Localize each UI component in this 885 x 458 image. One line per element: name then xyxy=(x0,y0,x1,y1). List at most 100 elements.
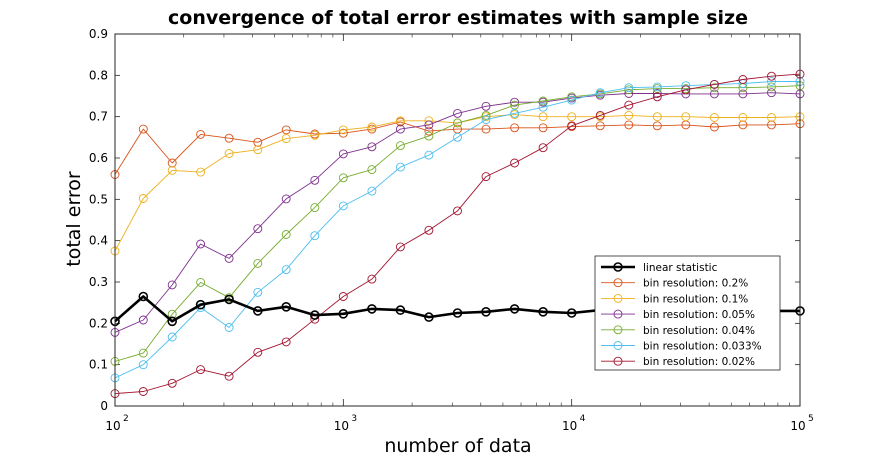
chart-title: convergence of total error estimates wit… xyxy=(168,7,748,29)
series-line xyxy=(114,73,801,395)
data-point xyxy=(167,316,177,327)
data-point xyxy=(138,360,148,370)
data-point xyxy=(767,120,776,130)
data-point xyxy=(509,304,520,314)
data-point xyxy=(738,89,748,99)
data-point xyxy=(567,95,577,105)
data-point xyxy=(538,123,548,133)
data-point xyxy=(224,294,234,305)
data-point xyxy=(281,337,291,347)
data-point xyxy=(538,306,548,317)
legend-item-2: bin resolution: 0.1% xyxy=(601,293,748,305)
data-point xyxy=(253,347,263,357)
legend-marker xyxy=(613,278,623,288)
data-point xyxy=(538,143,548,153)
x-tick-exponent: 3 xyxy=(351,414,357,424)
data-point xyxy=(138,387,148,396)
plot-area: 00.10.20.30.40.50.60.70.80.910 2 10 3 10 4 10 5 xyxy=(89,27,814,433)
data-point xyxy=(595,88,605,98)
data-point xyxy=(738,120,748,130)
legend-label: bin resolution: 0.1% xyxy=(643,293,748,305)
data-point xyxy=(367,142,377,152)
data-point xyxy=(167,332,177,342)
y-tick-label: 0.7 xyxy=(89,110,108,124)
data-point xyxy=(367,186,377,196)
data-point xyxy=(196,129,206,139)
y-tick-label: 0.8 xyxy=(89,68,108,82)
series-line xyxy=(114,85,801,362)
data-point xyxy=(624,100,634,110)
data-point xyxy=(395,162,405,172)
data-point xyxy=(424,225,434,235)
data-point xyxy=(709,113,719,122)
data-point xyxy=(453,118,462,128)
data-point xyxy=(310,203,320,213)
data-point xyxy=(281,230,291,239)
data-point xyxy=(367,274,377,284)
data-point xyxy=(624,120,634,130)
legend-label: bin resolution: 0.05% xyxy=(643,309,755,321)
legend-label: bin resolution: 0.04% xyxy=(643,325,755,337)
data-point xyxy=(652,82,662,92)
legend-label: bin resolution: 0.033% xyxy=(643,341,762,353)
data-point xyxy=(481,306,491,317)
data-point xyxy=(738,75,748,84)
data-point xyxy=(452,308,463,318)
legend-item-4: bin resolution: 0.04% xyxy=(601,325,755,337)
data-point xyxy=(167,158,177,168)
legend-item-1: bin resolution: 0.2% xyxy=(601,278,748,290)
series-line xyxy=(114,121,801,175)
data-point xyxy=(338,173,348,183)
data-point xyxy=(338,125,348,135)
data-point xyxy=(652,112,662,122)
data-point xyxy=(538,102,548,112)
data-point xyxy=(624,110,634,120)
data-point xyxy=(595,110,605,120)
x-tick-label: 10 xyxy=(562,419,577,433)
data-point xyxy=(281,265,291,275)
x-tick-exponent: 2 xyxy=(123,414,129,424)
data-point xyxy=(281,134,291,144)
data-point xyxy=(424,120,434,130)
data-point xyxy=(624,85,634,95)
data-point xyxy=(138,348,148,358)
data-point xyxy=(252,306,263,316)
data-point xyxy=(709,122,719,132)
legend-marker xyxy=(613,325,623,335)
x-tick-label: 10 xyxy=(334,419,349,433)
data-point xyxy=(338,128,348,138)
data-point xyxy=(424,131,434,141)
data-point xyxy=(709,79,719,89)
legend-marker xyxy=(613,293,623,303)
data-point xyxy=(253,258,263,268)
data-point xyxy=(709,89,719,99)
data-point xyxy=(567,92,577,102)
data-point xyxy=(281,301,292,312)
legend-box xyxy=(594,255,781,371)
legend-item-5: bin resolution: 0.033% xyxy=(601,341,762,353)
data-point xyxy=(538,112,548,122)
data-point xyxy=(253,224,263,234)
legend: linear statistic bin resolution: 0.2% bin … xyxy=(594,255,781,371)
y-tick-label: 0.5 xyxy=(89,192,108,206)
data-point xyxy=(767,113,776,122)
data-point xyxy=(652,92,662,102)
data-point xyxy=(709,83,719,93)
data-point xyxy=(510,123,520,133)
legend-marker xyxy=(613,262,623,272)
data-point xyxy=(395,124,405,134)
legend-label: bin resolution: 0.02% xyxy=(643,356,755,368)
data-point xyxy=(681,112,691,122)
data-point xyxy=(767,82,776,92)
data-point xyxy=(338,308,349,319)
data-point xyxy=(453,206,462,216)
data-point xyxy=(310,175,320,185)
data-point xyxy=(395,141,405,151)
data-point xyxy=(309,310,320,320)
data-point xyxy=(510,97,520,107)
legend-item-0: linear statistic xyxy=(601,262,718,274)
data-point xyxy=(224,133,234,143)
y-tick-label: 0.2 xyxy=(89,316,108,330)
data-point xyxy=(481,115,491,125)
data-point xyxy=(253,145,263,155)
